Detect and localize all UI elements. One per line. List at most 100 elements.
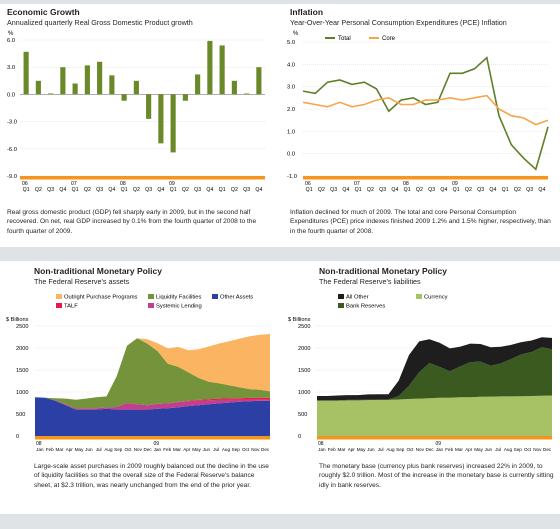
gdp-caption: Real gross domestic product (GDP) fell s… [7,209,257,235]
assets-title: Non-traditional Monetary Policy [34,266,162,276]
assets-legend-swatch [212,294,218,299]
gdp-bar [158,94,164,144]
assets-legend-label: Systemic Lending [156,304,202,310]
liab-x-tick-label: Feb [445,447,453,452]
gdp-bar [231,80,237,95]
liab-y-tick-label: 500 [298,412,307,418]
assets-x-tick-label: Feb [163,447,171,452]
liab-legend-label: All Other [346,295,369,301]
pce-legend-label-total: Total [338,36,351,42]
liab-x-tick-label: Mar [338,447,346,452]
liabilities-title: Non-traditional Monetary Policy [319,266,447,276]
pce-x-tick-label: Q4 [342,187,349,193]
pce-y-tick-label: 5.0 [287,40,295,46]
liab-area-currency [317,395,552,436]
pce-x-tick-label: Q3 [379,187,386,193]
pce-line-core [302,94,549,126]
liab-x-tick-label: Feb [328,447,336,452]
gdp-bar [121,94,127,101]
assets-y-tick-label: 0 [16,434,19,440]
liab-x-tick-label: Jul [378,447,384,452]
pce-y-unit: % [293,31,299,37]
gdp-x-tick-label: Q4 [108,187,115,193]
assets-area-liquidity-facilities [35,338,270,409]
gdp-bar [60,67,66,95]
gdp-bar [109,75,115,95]
liab-y-tick-label: 2000 [298,346,310,352]
gdp-x-axis-band [20,176,265,180]
liab-x-tick-label: Nov [533,447,542,452]
gdp-bar [35,80,41,95]
gdp-chart: %6.0 3.0 0.0 -3.0 -6.0 -9.0 Q1 Q2 Q3 Q4 Q1 Q2 Q3 Q4 Q1… [7,31,265,193]
assets-x-tick-label: Oct [124,447,132,452]
gdp-bar [207,40,213,95]
assets-x-tick-label: Jan [36,447,44,452]
liab-x-tick-label: Jan [436,447,444,452]
top-band [0,0,560,4]
pce-year-label: 06 [305,181,311,187]
assets-x-tick-label: Mar [56,447,64,452]
gdp-x-tick-label: Q4 [59,187,66,193]
gdp-bar [72,83,78,95]
assets-legend-label: Liquidity Facilities [156,295,202,301]
gdp-y-tick-label: -6.0 [7,147,17,153]
pce-x-tick-label: Q2 [416,187,423,193]
gdp-x-tick-label: Q2 [84,187,91,193]
liab-area-bank-reserves [317,347,552,401]
gdp-y-tick-label: -9.0 [7,174,17,180]
pce-chart: % 5.0 4.0 3.0 2.0 1.0 0.0 -1.0 Total Core Q1 Q2 Q3 Q4… [287,31,549,193]
assets-x-tick-label: Jul [96,447,102,452]
liab-x-tick-label: May [474,447,483,452]
liab-legend-swatch [338,294,344,299]
liab-x-tick-label: Sep [396,447,405,452]
assets-x-tick-label: Jul [213,447,219,452]
liab-x-tick-label: Jan [318,447,326,452]
bottom-band [0,514,560,529]
gdp-x-tick-label: Q2 [35,187,42,193]
gdp-x-tick-label: Q1 [121,187,128,193]
pce-x-tick-label: Q1 [355,187,362,193]
liab-x-axis-band [317,436,552,440]
gdp-bar [195,74,201,95]
pce-year-label: 09 [452,181,458,187]
gdp-x-tick-label: Q3 [243,187,250,193]
pce-y-tick-label: 0.0 [287,152,295,158]
pce-x-tick-label: Q4 [440,187,447,193]
assets-x-tick-label: May [192,447,201,452]
liab-x-tick-label: Oct [524,447,532,452]
liab-y-tick-label: 1000 [298,390,310,396]
gdp-x-tick-label: Q2 [133,187,140,193]
gdp-y-tick-label: 3.0 [7,65,15,71]
assets-subtitle: The Federal Reserve's assets [34,277,130,286]
pce-y-tick-label: 3.0 [287,85,295,91]
assets-y-unit: $ Billions [6,317,29,323]
liab-y-unit: $ Billions [288,317,311,323]
liab-x-tick-label: Dec [426,447,435,452]
gdp-bar [146,94,152,119]
liab-y-tick-label: 2500 [298,324,310,330]
assets-x-tick-label: May [75,447,84,452]
assets-x-tick-label: Nov [134,447,143,452]
assets-x-tick-label: Nov [251,447,260,452]
gdp-bar [84,65,90,95]
assets-y-tick-label: 500 [16,412,25,418]
gdp-year-label: 09 [169,181,175,187]
middle-band [0,247,560,261]
liab-year-label: 08 [318,441,324,447]
assets-x-tick-label: Dec [261,447,270,452]
gdp-x-tick-label: Q3 [96,187,103,193]
gdp-bar [23,51,29,95]
gdp-x-tick-label: Q3 [47,187,54,193]
pce-x-tick-label: Q2 [367,187,374,193]
assets-area-outright-purchase-programs [35,334,270,400]
liab-legend-label: Bank Reserves [346,304,385,310]
assets-y-tick-label: 2500 [16,324,28,330]
assets-y-tick-label: 1000 [16,390,28,396]
assets-legend-label: Outright Purchase Programs [64,295,138,301]
assets-area-systemic-lending [35,397,270,410]
gdp-y-tick-label: -3.0 [7,120,17,126]
pce-legend-label-core: Core [382,36,396,42]
pce-year-label: 07 [354,181,360,187]
